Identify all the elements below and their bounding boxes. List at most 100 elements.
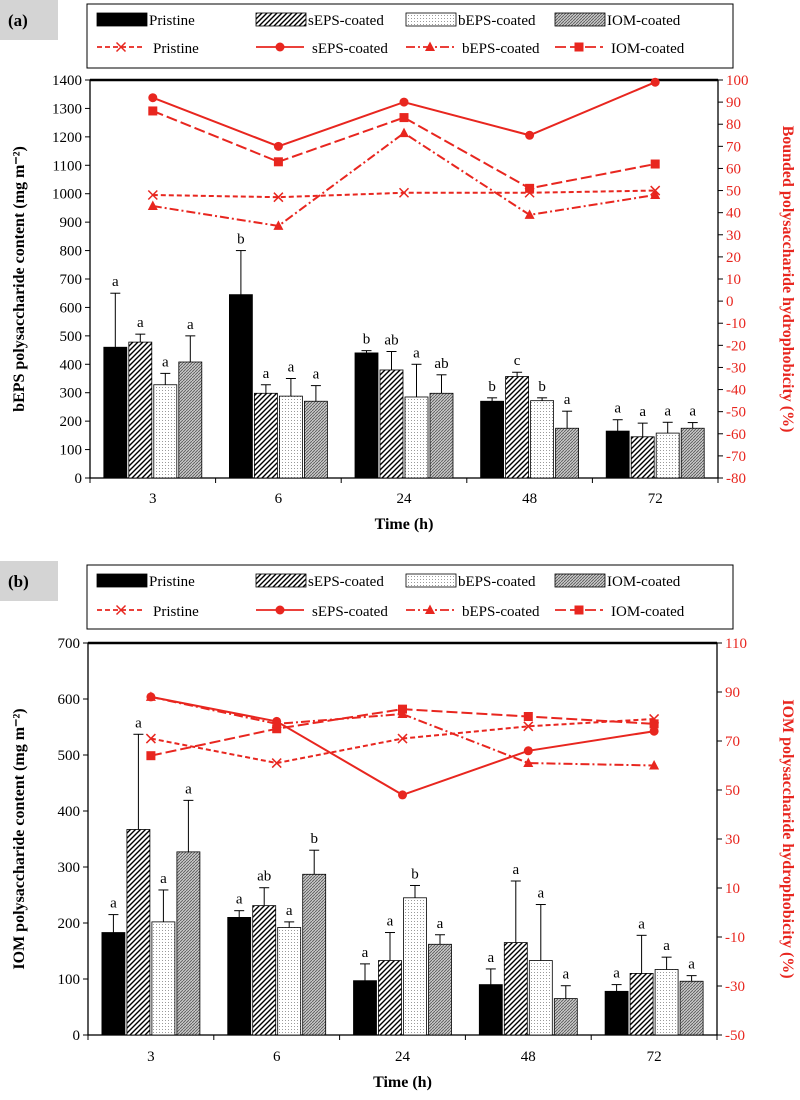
legend-bar-swatch-bEPS-coated xyxy=(405,12,457,27)
right-tick-label: -20 xyxy=(726,338,746,354)
line-point-Pristine-3 xyxy=(145,733,156,744)
bar-Pristine-72 xyxy=(605,430,630,479)
right-tick-label: -50 xyxy=(725,1028,745,1044)
significance-letter: a xyxy=(487,950,494,966)
legend-line-marker-bEPS-coated xyxy=(425,41,435,51)
line-point-sEPS-coated-24 xyxy=(398,790,407,800)
x-tick-label: 24 xyxy=(395,1049,411,1065)
line-point-sEPS-coated-24 xyxy=(399,97,409,107)
line-point-sEPS-coated-48 xyxy=(523,746,533,756)
line-point-sEPS-coated-72 xyxy=(650,77,660,87)
right-tick-label: -80 xyxy=(726,471,746,487)
significance-letter: a xyxy=(162,354,169,370)
significance-letter: a xyxy=(564,392,571,408)
significance-letter: a xyxy=(362,945,369,961)
legend-bar-label-bEPS-coated: bEPS-coated xyxy=(458,13,536,29)
legend-bar-swatch-Pristine xyxy=(96,573,148,588)
bar-IOM-coated-3 xyxy=(176,851,201,1036)
bar-IOM-coated-6 xyxy=(303,400,328,479)
bar-Pristine-6 xyxy=(227,917,252,1036)
significance-letter: a xyxy=(437,916,444,932)
x-axis-title: Time (h) xyxy=(373,1074,432,1091)
x-tick-label: 24 xyxy=(397,491,413,507)
line-IOM-coated xyxy=(152,110,656,190)
bar-Pristine-48 xyxy=(480,400,505,479)
right-tick-label: 30 xyxy=(726,228,741,244)
panel-label: (a) xyxy=(8,11,28,30)
bar-IOM-coated-24 xyxy=(429,392,454,479)
right-tick-label: 100 xyxy=(726,73,749,89)
right-tick-label: 70 xyxy=(725,734,740,750)
left-tick-label: 100 xyxy=(58,972,81,988)
significance-letter: b xyxy=(237,232,245,248)
significance-letter: a xyxy=(688,957,695,973)
legend-bar-swatch-IOM-coated xyxy=(554,12,606,27)
line-point-Pristine-6 xyxy=(271,758,282,769)
left-tick-label: 900 xyxy=(60,215,83,231)
significance-letter: a xyxy=(689,404,696,420)
bar-sEPS-coated-72 xyxy=(629,973,654,1036)
left-tick-label: 600 xyxy=(60,300,83,316)
legend-line-label-Pristine: Pristine xyxy=(153,604,199,620)
bar-Pristine-72 xyxy=(604,990,629,1036)
left-tick-label: 0 xyxy=(75,471,83,487)
legend-line-marker-IOM-coated xyxy=(574,42,584,52)
line-Pristine xyxy=(152,189,656,199)
legend-bar-swatch-bEPS-coated xyxy=(405,573,457,588)
legend-line-label-bEPS-coated: bEPS-coated xyxy=(462,41,540,57)
line-point-Pristine-6 xyxy=(273,192,284,203)
significance-letter: a xyxy=(185,781,192,797)
left-tick-label: 300 xyxy=(58,860,81,876)
panel-label-box xyxy=(0,0,58,40)
legend-line-marker-sEPS-coated xyxy=(275,605,285,615)
line-point-sEPS-coated-3 xyxy=(148,93,158,103)
line-point-IOM-coated-24 xyxy=(399,113,409,123)
right-tick-label: 0 xyxy=(726,294,734,310)
line-point-IOM-coated-3 xyxy=(148,106,158,116)
significance-letter: a xyxy=(638,916,645,932)
x-tick-label: 3 xyxy=(147,1049,155,1065)
panel-label: (b) xyxy=(8,572,29,591)
bar-bEPS-coated-6 xyxy=(277,927,302,1036)
left-tick-label: 600 xyxy=(58,692,81,708)
significance-letter: a xyxy=(236,892,243,908)
significance-letter: a xyxy=(614,401,621,417)
line-point-bEPS-coated-3 xyxy=(147,200,158,211)
bar-IOM-coated-48 xyxy=(555,427,579,479)
left-tick-label: 500 xyxy=(60,329,83,345)
right-tick-label: 10 xyxy=(725,881,740,897)
left-tick-label: 1000 xyxy=(52,187,82,203)
right-tick-label: 40 xyxy=(726,206,741,222)
line-point-Pristine-48 xyxy=(523,721,534,732)
significance-letter: c xyxy=(514,353,521,369)
significance-letter: a xyxy=(286,903,293,919)
line-bEPS-coated xyxy=(150,695,655,767)
right-tick-label: 60 xyxy=(726,161,741,177)
bar-sEPS-coated-24 xyxy=(378,960,402,1036)
significance-letter: a xyxy=(613,966,620,982)
right-tick-label: -50 xyxy=(726,405,746,421)
line-point-bEPS-coated-48 xyxy=(524,209,535,219)
legend-bar-label-IOM-coated: IOM-coated xyxy=(607,574,681,590)
significance-letter: a xyxy=(112,274,119,290)
bar-bEPS-coated-24 xyxy=(403,897,427,1036)
legend-line-marker-IOM-coated xyxy=(574,605,584,615)
right-tick-label: 80 xyxy=(726,117,741,133)
left-tick-label: 1300 xyxy=(52,101,82,117)
bar-IOM-coated-72 xyxy=(680,427,705,479)
significance-letter: a xyxy=(110,896,117,912)
left-tick-label: 300 xyxy=(60,386,83,402)
line-point-bEPS-coated-48 xyxy=(523,757,534,768)
bar-IOM-coated-24 xyxy=(428,943,452,1036)
right-tick-label: 50 xyxy=(726,184,741,200)
right-tick-label: -10 xyxy=(726,316,746,332)
left-tick-label: 1100 xyxy=(53,158,82,174)
right-tick-label: -40 xyxy=(726,383,746,399)
line-point-IOM-coated-72 xyxy=(649,719,659,729)
bar-sEPS-coated-3 xyxy=(128,341,153,479)
x-tick-label: 6 xyxy=(273,1049,281,1065)
significance-letter: b xyxy=(363,332,371,348)
legend-bar-swatch-sEPS-coated xyxy=(255,573,307,588)
bar-sEPS-coated-48 xyxy=(505,376,530,479)
